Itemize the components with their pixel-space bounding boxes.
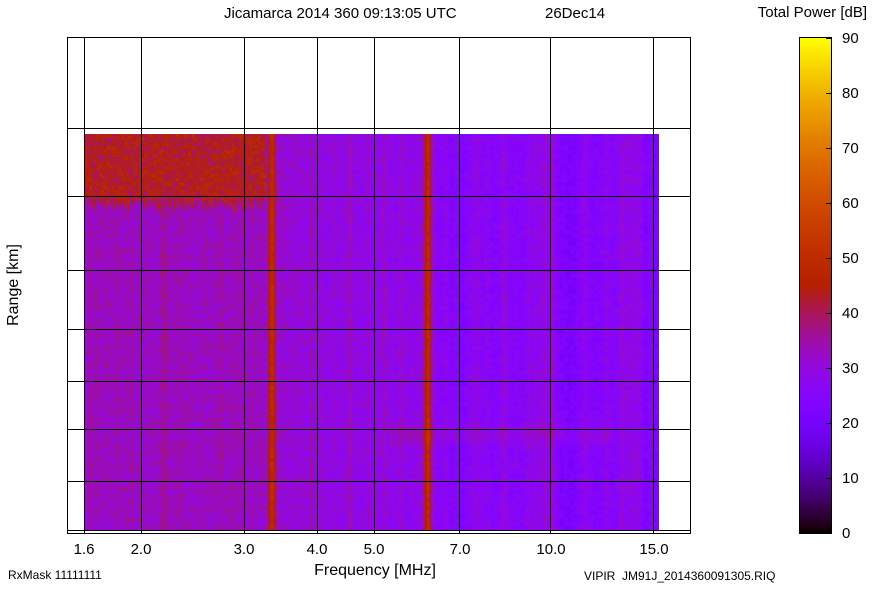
colorbar-tick-label-90: 90 bbox=[842, 30, 859, 47]
gridline-x-2 bbox=[140, 38, 142, 533]
gridline-y-100 bbox=[68, 429, 690, 431]
x-tick-label-15: 15.0 bbox=[639, 541, 669, 558]
colorbar-tick-mark-20 bbox=[826, 422, 831, 424]
colorbar-tick-mark-80 bbox=[826, 92, 831, 94]
rx-mask-label: RxMask 11111111 bbox=[8, 568, 102, 582]
gridline-x-7 bbox=[459, 38, 461, 533]
gridline-x-15 bbox=[653, 38, 655, 533]
colorbar-tick-label-50: 50 bbox=[842, 250, 859, 267]
heatmap-canvas bbox=[84, 134, 659, 530]
colorbar-tick-label-10: 10 bbox=[842, 470, 859, 487]
colorbar-tick-label-0: 0 bbox=[842, 525, 851, 542]
gridline-y-800 bbox=[68, 128, 690, 130]
colorbar-title: Total Power [dB] bbox=[757, 4, 867, 21]
plot-title: Jicamarca 2014 360 09:13:05 UTC bbox=[224, 5, 457, 22]
file-label: VIPIR JM91J_2014360091305.RIQ bbox=[584, 569, 776, 583]
x-tick-label-7: 7.0 bbox=[449, 541, 471, 558]
x-tick-label-2: 2.0 bbox=[130, 541, 152, 558]
x-tick-label-1.6: 1.6 bbox=[73, 541, 95, 558]
colorbar-tick-mark-50 bbox=[826, 257, 831, 259]
colorbar-tick-mark-70 bbox=[826, 147, 831, 149]
gridline-x-4 bbox=[317, 38, 318, 533]
colorbar bbox=[799, 37, 832, 534]
gridline-y-140 bbox=[68, 380, 690, 382]
x-tick-label-4: 4.0 bbox=[306, 541, 328, 558]
colorbar-tick-mark-40 bbox=[826, 312, 831, 314]
x-tick-label-3: 3.0 bbox=[233, 541, 255, 558]
colorbar-tick-mark-10 bbox=[826, 477, 831, 479]
gridline-x-3 bbox=[243, 38, 245, 533]
gridline-x-1.6 bbox=[83, 38, 85, 533]
plot-date: 26Dec14 bbox=[545, 5, 606, 22]
grid-overlay bbox=[68, 38, 690, 533]
x-tick-label-10: 10.0 bbox=[536, 541, 566, 558]
x-axis-label: Frequency [MHz] bbox=[314, 562, 436, 579]
gridline-x-10 bbox=[550, 38, 552, 533]
colorbar-tick-mark-90 bbox=[826, 38, 831, 39]
gridline-y-300 bbox=[68, 270, 690, 272]
colorbar-tick-label-80: 80 bbox=[842, 85, 859, 102]
gridline-y-500 bbox=[68, 196, 690, 198]
colorbar-tick-mark-30 bbox=[826, 367, 831, 369]
gridline-y-200 bbox=[68, 329, 690, 330]
colorbar-tick-label-40: 40 bbox=[842, 305, 859, 322]
gridline-y-50 bbox=[68, 529, 690, 531]
colorbar-tick-label-70: 70 bbox=[842, 140, 859, 157]
colorbar-gradient bbox=[800, 38, 831, 533]
colorbar-tick-mark-0 bbox=[826, 531, 831, 532]
colorbar-tick-label-60: 60 bbox=[842, 195, 859, 212]
colorbar-tick-label-20: 20 bbox=[842, 415, 859, 432]
plot-area bbox=[67, 37, 691, 534]
y-axis-label: Range [km] bbox=[5, 244, 22, 326]
colorbar-tick-label-30: 30 bbox=[842, 360, 859, 377]
gridline-y-70 bbox=[68, 480, 690, 482]
colorbar-tick-mark-60 bbox=[826, 202, 831, 204]
x-tick-label-5: 5.0 bbox=[363, 541, 385, 558]
gridline-x-5 bbox=[373, 38, 375, 533]
